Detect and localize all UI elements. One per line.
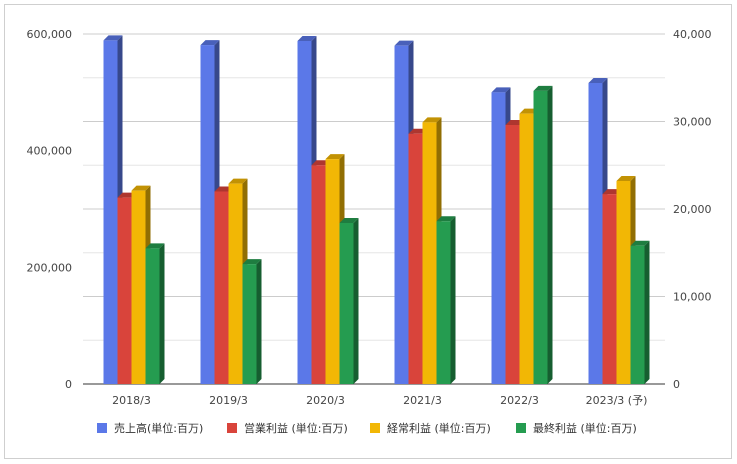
bar — [311, 165, 326, 384]
bar — [131, 190, 146, 384]
bar — [616, 181, 631, 384]
bar-top — [491, 87, 511, 93]
y-right-tick-label: 20,000 — [673, 203, 712, 216]
legend-swatch — [516, 423, 526, 433]
bar — [214, 191, 229, 384]
x-tick-label: 2023/3 (予) — [586, 394, 648, 407]
legend-label: 最終利益 (単位:百万) — [533, 421, 637, 435]
bar — [491, 92, 506, 384]
bar — [297, 41, 312, 384]
legend-label: 売上高(単位:百万) — [114, 421, 203, 435]
bar — [117, 197, 132, 384]
bar-top — [436, 216, 456, 222]
bar — [588, 83, 603, 384]
legend-swatch — [97, 423, 107, 433]
bar-top — [242, 259, 262, 265]
bar-side — [256, 259, 262, 384]
bar-top — [325, 154, 345, 160]
legend-label: 経常利益 (単位:百万) — [387, 421, 491, 435]
y-right-tick-label: 40,000 — [673, 28, 712, 41]
bar-top — [630, 240, 650, 246]
legend-label: 営業利益 (単位:百万) — [244, 421, 348, 435]
bar-top — [394, 40, 414, 46]
bar — [325, 159, 340, 384]
bar-top — [422, 117, 442, 123]
bar-top — [297, 36, 317, 41]
bar-top — [533, 85, 553, 91]
bar-side — [644, 240, 650, 384]
bar-top — [616, 176, 636, 181]
y-right-tick-label: 10,000 — [673, 291, 712, 304]
y-left-tick-label: 400,000 — [27, 145, 73, 158]
bar — [436, 221, 451, 384]
y-left-tick-label: 600,000 — [27, 28, 73, 41]
x-tick-label: 2021/3 — [403, 394, 442, 407]
bar — [145, 248, 160, 384]
x-tick-label: 2018/3 — [112, 394, 151, 407]
bar — [200, 45, 215, 384]
bar-top — [228, 178, 248, 184]
x-tick-label: 2022/3 — [500, 394, 539, 407]
bar — [505, 125, 520, 384]
bar — [394, 45, 409, 385]
bar-top — [339, 218, 359, 223]
bar — [103, 40, 118, 385]
bar — [519, 113, 534, 384]
bar-side — [450, 216, 456, 384]
bar-top — [145, 243, 165, 249]
bar — [533, 90, 548, 384]
bar-side — [159, 243, 165, 384]
y-left-tick-label: 0 — [65, 378, 72, 391]
bar — [339, 223, 354, 384]
legend-swatch — [370, 423, 380, 433]
x-tick-label: 2019/3 — [209, 394, 248, 407]
bar — [602, 194, 617, 384]
bar-side — [547, 85, 553, 384]
y-right-tick-label: 0 — [673, 378, 680, 391]
bar — [408, 133, 423, 384]
legend-swatch — [227, 423, 237, 433]
bar — [242, 264, 257, 384]
bar — [630, 245, 645, 384]
bar-top — [103, 35, 123, 41]
bar — [422, 122, 437, 384]
y-right-tick-label: 30,000 — [673, 116, 712, 129]
bar-top — [131, 185, 151, 191]
bar — [228, 183, 243, 384]
y-left-tick-label: 200,000 — [27, 261, 73, 274]
x-tick-label: 2020/3 — [306, 394, 345, 407]
bar-top — [588, 78, 608, 83]
bar-side — [353, 218, 359, 384]
bar-top — [200, 40, 220, 46]
